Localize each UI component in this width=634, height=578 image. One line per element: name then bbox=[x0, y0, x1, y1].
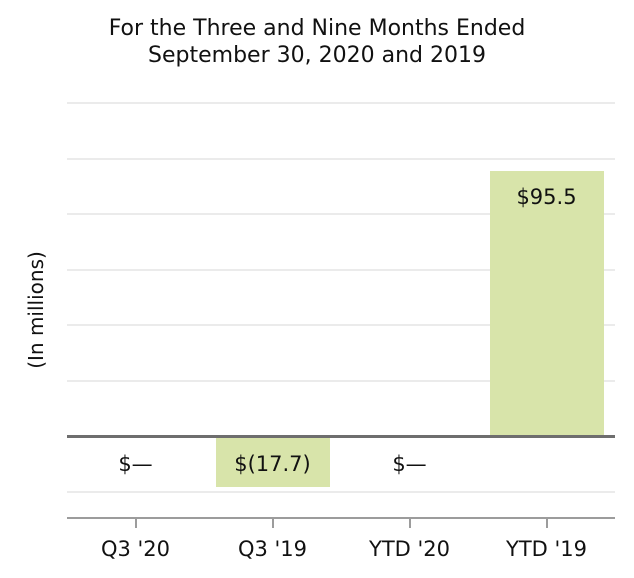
x-tick-label-ytd-19: YTD '19 bbox=[506, 537, 587, 561]
x-tick-q3-20 bbox=[134, 519, 137, 528]
chart-title-line-2: September 30, 2020 and 2019 bbox=[148, 43, 486, 68]
x-tick-label-ytd-20: YTD '20 bbox=[369, 537, 450, 561]
x-tick-label-q3-19: Q3 '19 bbox=[237, 537, 308, 561]
gridline--20 bbox=[67, 491, 615, 494]
gridline-20 bbox=[67, 379, 615, 382]
bar-q3-19 bbox=[215, 438, 330, 488]
x-tick-label-q3-20: Q3 '20 bbox=[100, 537, 171, 561]
chart-title-line-1: For the Three and Nine Months Ended bbox=[108, 16, 526, 41]
x-tick-q3-19 bbox=[271, 519, 274, 528]
zero-baseline bbox=[67, 435, 615, 438]
gridline-60 bbox=[67, 268, 615, 271]
x-tick-ytd-19 bbox=[545, 519, 548, 528]
x-axis-line bbox=[67, 517, 615, 519]
gridline-120 bbox=[67, 101, 615, 104]
bar-ytd-19 bbox=[489, 171, 604, 437]
gridline-100 bbox=[67, 157, 615, 160]
gridline-40 bbox=[67, 324, 615, 327]
gridline-80 bbox=[67, 213, 615, 216]
x-tick-ytd-20 bbox=[408, 519, 411, 528]
value-label-q3-19: $(17.7) bbox=[234, 452, 311, 476]
value-label-ytd-19: $95.5 bbox=[516, 185, 577, 209]
value-label-q3-20: $— bbox=[118, 452, 153, 476]
value-label-ytd-20: $— bbox=[392, 452, 427, 476]
chart-title: For the Three and Nine Months Ended Sept… bbox=[0, 15, 634, 69]
